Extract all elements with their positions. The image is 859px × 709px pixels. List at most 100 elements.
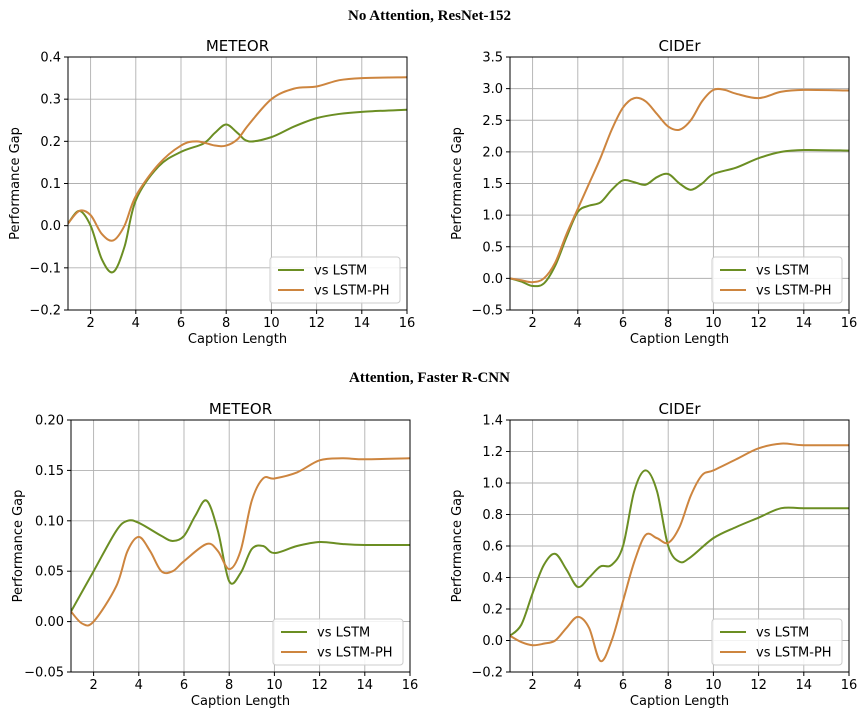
chart-title: CIDEr: [658, 37, 701, 55]
y-tick-label: 2.5: [482, 114, 503, 129]
y-tick-label: 1.4: [482, 414, 503, 429]
x-tick-label: 4: [574, 678, 582, 693]
x-tick-label: 12: [750, 316, 767, 331]
legend-label: vs LSTM-PH: [317, 646, 393, 661]
x-tick-label: 12: [311, 678, 328, 693]
chart-title: METEOR: [209, 400, 272, 418]
series-line-vs-lstm: [68, 108, 407, 274]
x-tick-label: 10: [705, 316, 722, 331]
x-axis-label: Caption Length: [188, 332, 287, 347]
x-tick-label: 10: [705, 678, 722, 693]
y-tick-label: −0.2: [29, 304, 61, 319]
y-tick-label: 0.20: [35, 414, 64, 429]
x-tick-label: 4: [574, 316, 582, 331]
y-tick-label: 1.5: [482, 177, 503, 192]
x-tick-label: 16: [841, 678, 858, 693]
y-tick-label: 0.05: [35, 565, 64, 580]
legend: vs LSTM vs LSTM-PH: [711, 256, 843, 304]
y-tick-label: 0.1: [40, 177, 61, 192]
x-tick-label: 2: [86, 316, 94, 331]
y-tick-label: 0.2: [40, 135, 61, 150]
legend-box: [272, 618, 404, 666]
x-tick-label: 2: [528, 678, 536, 693]
x-tick-label: 14: [357, 678, 374, 693]
y-tick-label: 2.0: [482, 145, 503, 160]
y-tick-label: 0.8: [482, 508, 503, 523]
x-tick-label: 14: [354, 316, 371, 331]
y-tick-label: 0.4: [40, 51, 61, 66]
x-tick-label: 8: [664, 316, 672, 331]
x-tick-label: 8: [222, 316, 230, 331]
y-tick-label: −0.05: [24, 666, 64, 681]
legend-box: [269, 256, 401, 304]
legend: vs LSTM vs LSTM-PH: [272, 618, 404, 666]
legend-label: vs LSTM: [314, 264, 367, 279]
y-tick-label: 0.3: [40, 93, 61, 108]
x-tick-label: 14: [796, 316, 813, 331]
y-tick-label: 3.5: [482, 51, 503, 66]
y-tick-label: 0.15: [35, 464, 64, 479]
series-line-vs-lstm: [510, 469, 849, 637]
legend-label: vs LSTM-PH: [756, 284, 832, 299]
y-axis-label: Performance Gap: [11, 490, 26, 603]
x-tick-label: 6: [177, 316, 185, 331]
x-tick-label: 4: [132, 316, 140, 331]
y-tick-label: −0.5: [471, 304, 503, 319]
y-axis-label: Performance Gap: [8, 127, 23, 240]
y-tick-label: 0.00: [35, 615, 64, 630]
x-axis-label: Caption Length: [630, 694, 729, 709]
x-tick-label: 16: [402, 678, 419, 693]
x-tick-label: 6: [619, 678, 627, 693]
legend-label: vs LSTM-PH: [314, 284, 390, 299]
series-line-vs-lstm: [71, 499, 410, 613]
x-tick-label: 8: [225, 678, 233, 693]
x-tick-label: 10: [263, 316, 280, 331]
series-line-vs-lstm: [510, 148, 849, 288]
legend-label: vs LSTM-PH: [756, 646, 832, 661]
x-tick-label: 12: [750, 678, 767, 693]
series-line-vs-lstm-ph: [71, 457, 410, 627]
series-line-vs-lstm-ph: [510, 442, 849, 663]
row-title-top: No Attention, ResNet-152: [348, 8, 511, 24]
x-tick-label: 12: [308, 316, 325, 331]
x-tick-label: 2: [89, 678, 97, 693]
x-tick-label: 2: [528, 316, 536, 331]
y-tick-label: −0.2: [471, 666, 503, 681]
x-tick-label: 8: [664, 678, 672, 693]
legend-box: [711, 256, 843, 304]
legend-label: vs LSTM: [756, 626, 809, 641]
row-title-bottom: Attention, Faster R-CNN: [349, 370, 510, 386]
x-axis-label: Caption Length: [191, 694, 290, 709]
legend: vs LSTM vs LSTM-PH: [711, 618, 843, 666]
x-tick-label: 6: [619, 316, 627, 331]
y-tick-label: 1.0: [482, 477, 503, 492]
x-tick-label: 16: [399, 316, 416, 331]
y-tick-label: 3.0: [482, 82, 503, 97]
x-tick-label: 6: [180, 678, 188, 693]
legend: vs LSTM vs LSTM-PH: [269, 256, 401, 304]
y-tick-label: 0.6: [482, 540, 503, 555]
y-tick-label: 0.4: [482, 571, 503, 586]
x-tick-label: 4: [135, 678, 143, 693]
y-tick-label: 1.2: [482, 445, 503, 460]
y-tick-label: −0.1: [29, 261, 61, 276]
chart-title: CIDEr: [658, 400, 701, 418]
x-tick-label: 14: [796, 678, 813, 693]
y-tick-label: 0.10: [35, 514, 64, 529]
series-line-vs-lstm-ph: [510, 87, 849, 284]
y-tick-label: 0.5: [482, 240, 503, 255]
y-tick-label: 0.0: [482, 634, 503, 649]
x-tick-label: 16: [841, 316, 858, 331]
plot-frame: [70, 419, 411, 673]
y-axis-label: Performance Gap: [450, 490, 465, 603]
chart-title: METEOR: [206, 37, 269, 55]
legend-label: vs LSTM: [317, 626, 370, 641]
legend-box: [711, 618, 843, 666]
x-axis-label: Caption Length: [630, 332, 729, 347]
x-tick-label: 10: [266, 678, 283, 693]
y-tick-label: 0.0: [482, 272, 503, 287]
legend-label: vs LSTM: [756, 264, 809, 279]
